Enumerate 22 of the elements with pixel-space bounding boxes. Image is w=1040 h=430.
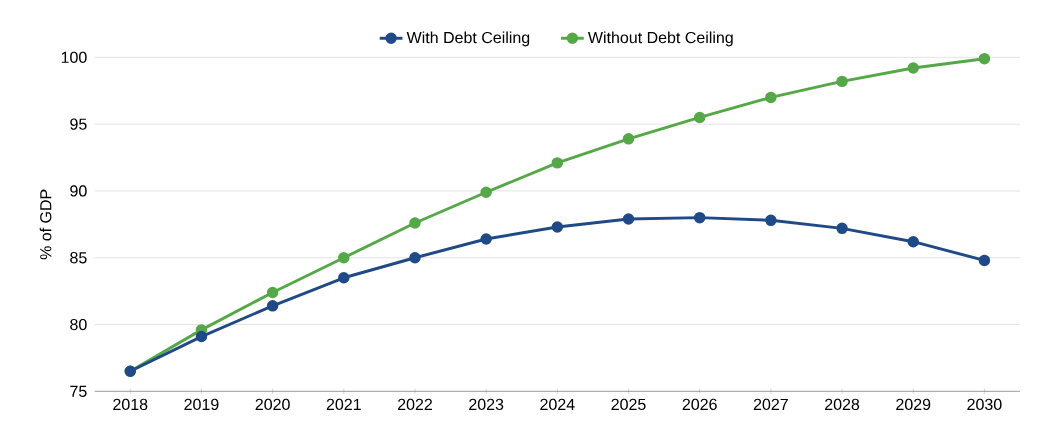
x-tick-label: 2019 — [184, 398, 219, 411]
y-axis-title: % of GDP — [39, 189, 52, 260]
x-tick-label: 2022 — [397, 398, 432, 411]
x-tick-label: 2026 — [682, 398, 717, 411]
y-tick-label: 80 — [70, 318, 87, 331]
x-tick-label: 2028 — [825, 398, 860, 411]
x-tick-label: 2021 — [326, 398, 361, 411]
x-tick-label: 2024 — [540, 398, 575, 411]
x-tick-label: 2027 — [753, 398, 788, 411]
x-tick-label: 2018 — [113, 398, 148, 411]
x-tick-label: 2029 — [896, 398, 931, 411]
y-tick-label: 75 — [70, 385, 87, 397]
x-tick-label: 2025 — [611, 398, 646, 411]
x-tick-label: 2023 — [469, 398, 504, 411]
y-tick-label: 90 — [70, 185, 87, 197]
legend-label: With Debt Ceiling — [406, 31, 530, 47]
y-tick-label: 85 — [70, 252, 87, 264]
x-tick-label: 2020 — [255, 398, 290, 411]
x-tick-label: 2030 — [967, 398, 1002, 411]
y-tick-label: 100 — [61, 51, 87, 63]
y-tick-label: 95 — [70, 118, 87, 130]
legend-label: Without Debt Ceiling — [587, 31, 733, 47]
